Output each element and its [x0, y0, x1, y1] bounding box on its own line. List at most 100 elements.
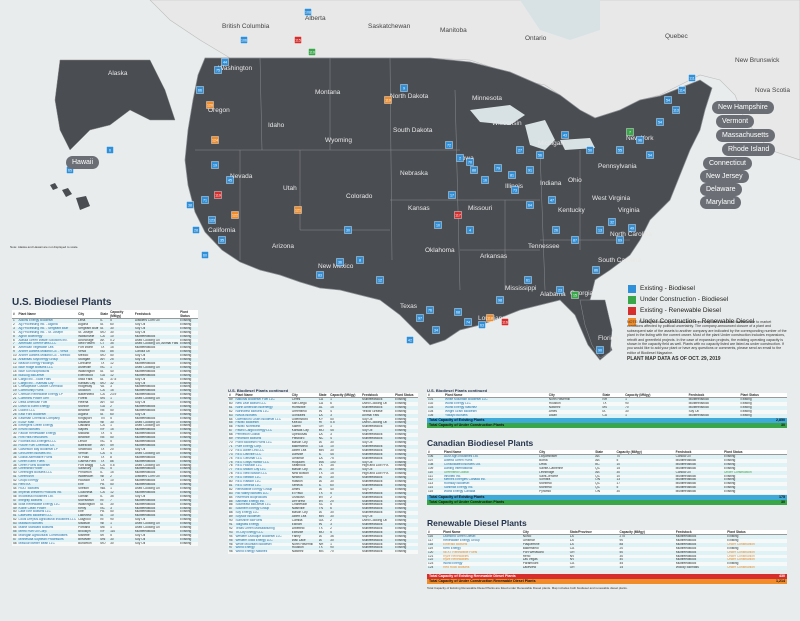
plant-marker[interactable]: 54: [656, 118, 664, 126]
plant-marker[interactable]: 16: [481, 176, 489, 184]
table-cell: Alberta Green Fuels: [442, 458, 539, 463]
plant-marker-number: 119: [215, 193, 221, 197]
plant-marker[interactable]: 9: [400, 84, 408, 92]
plant-marker[interactable]: 47: [548, 196, 556, 204]
plant-marker[interactable]: 96: [636, 136, 644, 144]
plant-marker[interactable]: 68: [454, 308, 462, 316]
table-cell: NEXT Renewable Fuels: [442, 550, 522, 555]
plant-marker[interactable]: 34: [432, 326, 440, 334]
plant-marker[interactable]: 119: [214, 191, 222, 199]
plant-marker[interactable]: 70: [466, 158, 474, 166]
plant-marker[interactable]: 43: [561, 131, 569, 139]
plant-marker[interactable]: 69: [616, 236, 624, 244]
plant-marker[interactable]: 56: [536, 151, 544, 159]
plant-marker[interactable]: 75: [214, 66, 222, 74]
plant-marker[interactable]: 15: [571, 291, 579, 299]
plant-marker[interactable]: 86: [592, 266, 600, 274]
plant-marker[interactable]: 81: [508, 171, 516, 179]
plant-marker[interactable]: 121: [294, 206, 302, 214]
plant-marker[interactable]: 110: [308, 48, 316, 56]
plant-marker[interactable]: 116: [501, 318, 509, 326]
plant-marker[interactable]: 97: [416, 314, 424, 322]
table-cell: 30: [329, 538, 362, 543]
plant-marker[interactable]: 117: [454, 211, 462, 219]
table-row: 109 Darling International Sainte-Catherine…: [427, 466, 787, 471]
plant-marker[interactable]: 10: [434, 221, 442, 229]
plant-marker[interactable]: 7: [626, 128, 634, 136]
plant-marker[interactable]: 28: [192, 226, 200, 234]
plant-marker[interactable]: 73: [511, 186, 519, 194]
table-cell: 12: [109, 373, 134, 378]
plant-marker[interactable]: 36: [336, 258, 344, 266]
table-cell: Existing: [394, 460, 418, 465]
plant-marker[interactable]: 90: [596, 346, 604, 354]
table-cell: Existing: [394, 429, 418, 434]
plant-marker[interactable]: 108: [304, 8, 312, 16]
plant-marker[interactable]: 111: [688, 74, 696, 82]
plant-marker[interactable]: 79: [494, 164, 502, 172]
table-cell: WI: [317, 495, 330, 500]
plant-marker[interactable]: 83: [316, 271, 324, 279]
plant-marker[interactable]: 71: [201, 196, 209, 204]
plant-marker[interactable]: 114: [678, 86, 686, 94]
plant-marker[interactable]: 119: [384, 96, 392, 104]
plant-marker[interactable]: 19: [211, 161, 219, 169]
plant-marker[interactable]: 124: [211, 136, 219, 144]
plant-marker[interactable]: 2: [456, 154, 464, 162]
plant-marker[interactable]: 6: [106, 146, 114, 154]
column-header: Plant Name: [444, 393, 548, 398]
table-cell: 12: [109, 361, 134, 366]
plant-marker[interactable]: 8: [356, 256, 364, 264]
plant-marker[interactable]: 64: [526, 201, 534, 209]
plant-marker[interactable]: 76: [426, 306, 434, 314]
table-cell: CA: [99, 490, 110, 495]
plant-marker[interactable]: 4: [466, 226, 474, 234]
plant-marker[interactable]: 44: [221, 58, 229, 66]
plant-marker[interactable]: 45: [226, 176, 234, 184]
plant-marker[interactable]: 115: [294, 36, 302, 44]
plant-marker[interactable]: 98: [496, 296, 504, 304]
plant-marker[interactable]: 61: [524, 276, 532, 284]
column-header: Plant Name: [442, 450, 539, 455]
table-cell: Vernon: [77, 451, 100, 456]
plant-marker[interactable]: 122: [231, 211, 239, 219]
plant-marker[interactable]: 13: [596, 226, 604, 234]
plant-marker[interactable]: 32: [608, 218, 616, 226]
plant-marker[interactable]: 118: [486, 314, 494, 322]
plant-marker[interactable]: 49: [628, 224, 636, 232]
table-cell: Existing: [179, 451, 198, 456]
plant-marker[interactable]: 17: [448, 191, 456, 199]
plant-marker[interactable]: 23: [556, 286, 564, 294]
plant-marker[interactable]: 113: [672, 106, 680, 114]
plant-marker[interactable]: 30: [344, 226, 352, 234]
plant-marker[interactable]: 87: [571, 236, 579, 244]
plant-marker[interactable]: 60: [201, 251, 209, 259]
table-cell: 32: [12, 440, 18, 444]
plant-marker[interactable]: 123: [208, 216, 216, 224]
plant-marker[interactable]: 88: [470, 166, 478, 174]
plant-marker[interactable]: 38: [186, 201, 194, 209]
plant-marker-number: 44: [223, 60, 227, 64]
plant-marker[interactable]: 50: [586, 146, 594, 154]
plant-marker[interactable]: 35: [218, 236, 226, 244]
plant-marker[interactable]: 63: [478, 321, 486, 329]
plant-marker[interactable]: 54: [646, 151, 654, 159]
table-row: 36 Global Alternative Fuels El Paso TX 8 Mult…: [12, 455, 198, 460]
table-row: 50 Lake Erie Biofuels LLC Erie PA 50 Multifee…: [12, 510, 198, 515]
plant-marker[interactable]: 91: [526, 166, 534, 174]
plant-marker-box: [656, 118, 664, 126]
plant-marker[interactable]: 42: [406, 336, 414, 344]
table-row: 53 Madison Biofuels Madison WI 1 Used Cooking…: [12, 522, 198, 527]
plant-marker-box: [208, 216, 216, 224]
plant-marker[interactable]: 54: [664, 96, 672, 104]
plant-marker[interactable]: 26: [552, 226, 560, 234]
plant-marker[interactable]: 74: [464, 318, 472, 326]
plant-marker[interactable]: 106: [240, 36, 248, 44]
plant-marker[interactable]: 66: [196, 86, 204, 94]
plant-marker[interactable]: 72: [445, 141, 453, 149]
plant-marker[interactable]: 12: [376, 276, 384, 284]
plant-marker[interactable]: 55: [616, 146, 624, 154]
plant-marker[interactable]: 120: [206, 101, 214, 109]
plant-marker[interactable]: 27: [516, 146, 524, 154]
table-cell: Existing: [179, 408, 198, 413]
